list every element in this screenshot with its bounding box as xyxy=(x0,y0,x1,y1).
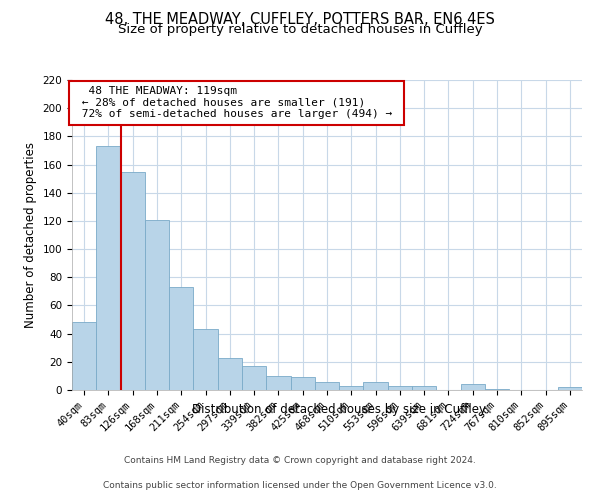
Bar xyxy=(266,376,290,390)
Bar xyxy=(461,384,485,390)
Bar xyxy=(485,388,509,390)
Y-axis label: Number of detached properties: Number of detached properties xyxy=(24,142,37,328)
Text: Contains HM Land Registry data © Crown copyright and database right 2024.: Contains HM Land Registry data © Crown c… xyxy=(124,456,476,465)
Text: 48, THE MEADWAY, CUFFLEY, POTTERS BAR, EN6 4ES: 48, THE MEADWAY, CUFFLEY, POTTERS BAR, E… xyxy=(105,12,495,28)
Bar xyxy=(218,358,242,390)
Bar xyxy=(364,382,388,390)
Text: 48 THE MEADWAY: 119sqm  
 ← 28% of detached houses are smaller (191) 
 72% of se: 48 THE MEADWAY: 119sqm ← 28% of detached… xyxy=(74,86,398,120)
Bar xyxy=(72,322,96,390)
Bar xyxy=(339,386,364,390)
Text: Distribution of detached houses by size in Cuffley: Distribution of detached houses by size … xyxy=(192,402,486,415)
Bar xyxy=(121,172,145,390)
Text: Size of property relative to detached houses in Cuffley: Size of property relative to detached ho… xyxy=(118,24,482,36)
Bar xyxy=(315,382,339,390)
Bar xyxy=(145,220,169,390)
Bar xyxy=(193,330,218,390)
Bar xyxy=(169,287,193,390)
Bar xyxy=(96,146,121,390)
Bar xyxy=(388,386,412,390)
Bar xyxy=(412,386,436,390)
Text: Contains public sector information licensed under the Open Government Licence v3: Contains public sector information licen… xyxy=(103,481,497,490)
Bar xyxy=(242,366,266,390)
Bar xyxy=(558,387,582,390)
Bar xyxy=(290,378,315,390)
